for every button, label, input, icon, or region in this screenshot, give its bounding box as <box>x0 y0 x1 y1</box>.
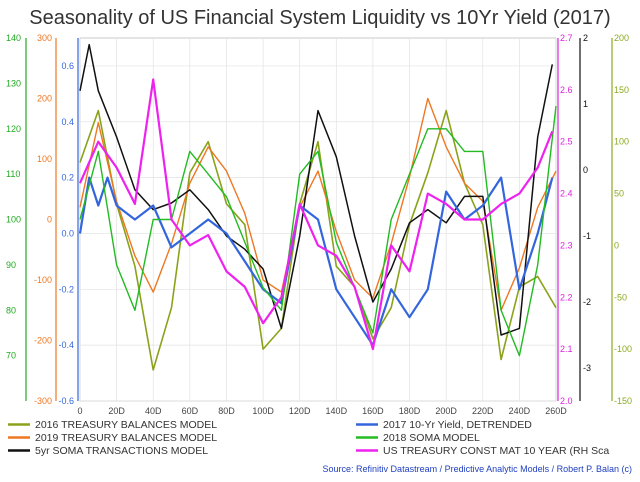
x-tick-label: 200D <box>435 406 457 416</box>
blue-axis-tick-label: -0.4 <box>58 340 74 350</box>
olive-axis-tick-label: -150 <box>614 396 632 406</box>
green-axis-tick-label: 130 <box>6 78 21 88</box>
legend-label: 5yr SOMA TRANSACTIONS MODEL <box>35 445 208 457</box>
orange-axis-tick-label: 200 <box>37 94 52 104</box>
magenta-axis-tick-label: 2.3 <box>560 240 573 250</box>
legend-item: 2017 10-Yr Yield, DETRENDED <box>356 419 532 431</box>
olive-axis-tick-label: 200 <box>614 33 629 43</box>
olive-axis-tick-label: 50 <box>614 189 624 199</box>
magenta-axis-tick-label: 2.5 <box>560 137 573 147</box>
orange-axis-tick-label: 100 <box>37 154 52 164</box>
olive-axis-tick-label: 150 <box>614 85 629 95</box>
magenta-axis-tick-label: 2.1 <box>560 344 573 354</box>
x-tick-label: 60D <box>182 406 199 416</box>
green-axis-tick-label: 100 <box>6 215 21 225</box>
chart-title: Seasonality of US Financial System Liqui… <box>29 7 610 29</box>
magenta-axis-tick-label: 2.0 <box>560 396 573 406</box>
x-tick-label: 120D <box>289 406 311 416</box>
blue-axis-tick-label: 0.6 <box>61 61 74 71</box>
series-line-3 <box>79 43 554 336</box>
x-tick-label: 20D <box>108 406 125 416</box>
x-tick-label: 40D <box>145 406 162 416</box>
legend-label: US TREASURY CONST MAT 10 YEAR (RH Sca <box>383 445 609 457</box>
black-axis-tick-label: 1 <box>583 99 588 109</box>
axes-layer: 0 20D 40D 60D 80D 100D 120D 140D 160D 180D 200D 220… <box>6 33 632 416</box>
legend-label: 2019 TREASURY BALANCES MODEL <box>35 432 217 444</box>
magenta-axis-tick-label: 2.4 <box>560 189 573 199</box>
olive-axis-tick-label: 0 <box>614 240 619 250</box>
orange-axis-tick-label: -200 <box>34 336 52 346</box>
legend-item: 2016 TREASURY BALANCES MODEL <box>8 419 217 431</box>
black-axis-tick-label: -1 <box>583 231 591 241</box>
blue-axis-tick-label: -0.2 <box>58 284 74 294</box>
orange-axis-tick-label: 300 <box>37 33 52 43</box>
green-axis-tick-label: 70 <box>6 351 16 361</box>
legend-label: 2017 10-Yr Yield, DETRENDED <box>383 419 532 431</box>
x-tick-label: 100D <box>252 406 274 416</box>
legend-item: 5yr SOMA TRANSACTIONS MODEL <box>8 445 208 457</box>
blue-axis-tick-label: 0.2 <box>61 173 74 183</box>
green-axis-tick-label: 140 <box>6 33 21 43</box>
series-line-1 <box>79 109 557 371</box>
legend-label: 2016 TREASURY BALANCES MODEL <box>35 419 217 431</box>
x-tick-label: 80D <box>218 406 235 416</box>
blue-axis-tick-label: 0.4 <box>61 117 74 127</box>
x-tick-label: 260D <box>545 406 567 416</box>
legend-item: US TREASURY CONST MAT 10 YEAR (RH Sca <box>356 445 609 457</box>
series-line-2 <box>79 97 557 311</box>
olive-axis-tick-label: -100 <box>614 344 632 354</box>
black-axis-tick-label: -3 <box>583 363 591 373</box>
green-axis-tick-label: 110 <box>6 169 20 179</box>
olive-axis-tick-label: 100 <box>614 137 629 147</box>
x-tick-label: 160D <box>362 406 384 416</box>
blue-axis-tick-label: 0.0 <box>61 228 74 238</box>
x-tick-label: 0 <box>77 406 82 416</box>
x-tick-label: 180D <box>399 406 421 416</box>
black-axis-tick-label: 2 <box>583 33 588 43</box>
magenta-axis-tick-label: 2.7 <box>560 33 573 43</box>
legend-item: 2019 TREASURY BALANCES MODEL <box>8 432 217 444</box>
black-axis-tick-label: -2 <box>583 297 591 307</box>
x-tick-label: 220D <box>472 406 494 416</box>
green-axis-tick-label: 120 <box>6 124 21 134</box>
legend-label: 2018 SOMA MODEL <box>383 432 480 444</box>
magenta-axis-tick-label: 2.6 <box>560 85 573 95</box>
blue-axis-tick-label: -0.6 <box>58 396 74 406</box>
magenta-axis-tick-label: 2.2 <box>560 292 573 302</box>
green-axis-tick-label: 80 <box>6 305 16 315</box>
legend-item: 2018 SOMA MODEL <box>356 432 480 444</box>
orange-axis-tick-label: 0 <box>47 215 52 225</box>
black-axis-tick-label: 0 <box>583 165 588 175</box>
x-tick-label: 240D <box>509 406 531 416</box>
series-line-4 <box>78 176 554 347</box>
green-axis-tick-label: 90 <box>6 260 16 270</box>
series-line-5 <box>79 106 557 357</box>
x-tick-label: 140D <box>326 406 348 416</box>
series-line-6 <box>78 78 554 351</box>
source-note: Source: Refinitiv Datastream / Predictiv… <box>323 464 632 474</box>
orange-axis-tick-label: -100 <box>34 275 52 285</box>
orange-axis-tick-label: -300 <box>34 396 52 406</box>
series-layer <box>78 43 557 371</box>
olive-axis-tick-label: -50 <box>614 292 627 302</box>
